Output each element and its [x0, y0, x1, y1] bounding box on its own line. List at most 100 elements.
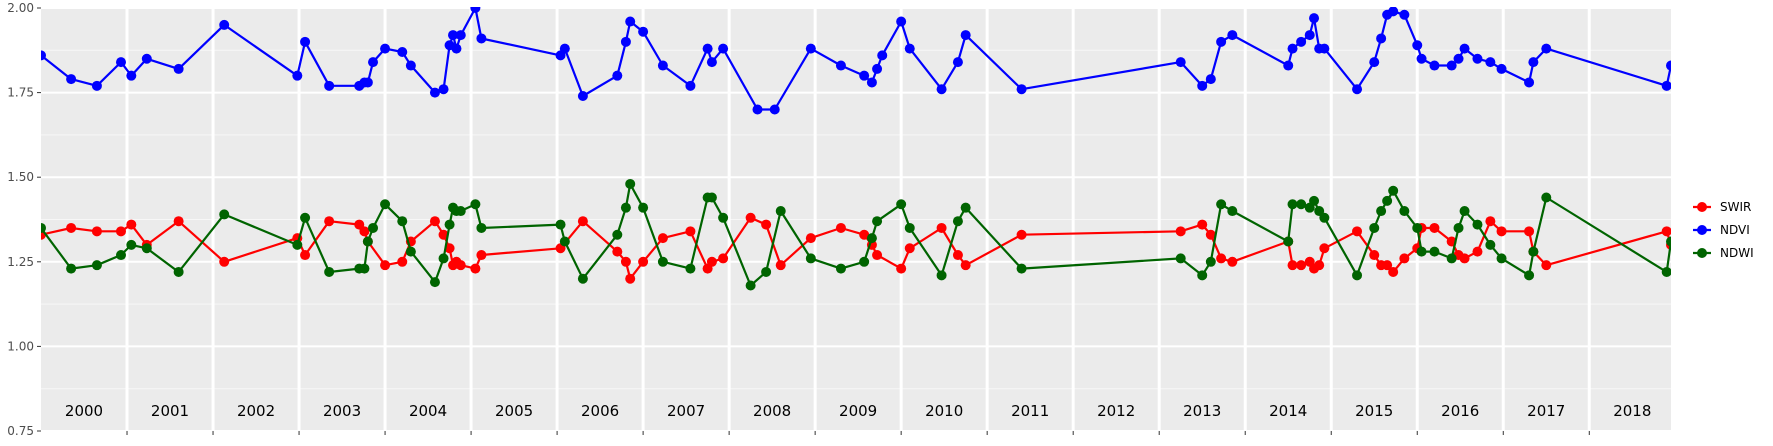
data-point-ndwi	[1412, 222, 1423, 233]
data-point-ndvi	[115, 57, 126, 68]
data-point-ndwi	[706, 192, 717, 203]
data-point-ndvi	[1227, 30, 1238, 41]
data-point-ndvi	[1352, 84, 1363, 95]
data-point-swir	[429, 216, 440, 227]
data-point-ndwi	[1399, 206, 1410, 217]
data-point-swir	[1016, 229, 1027, 240]
data-point-swir	[1399, 253, 1410, 264]
data-point-ndwi	[141, 243, 152, 254]
data-point-ndvi	[448, 30, 459, 41]
legend-key-point-swir	[1697, 202, 1707, 212]
data-point-ndwi	[1528, 246, 1539, 257]
data-point-swir	[936, 222, 947, 233]
data-point-ndvi	[1304, 30, 1315, 41]
data-point-ndwi	[173, 266, 184, 277]
legend-key-point-ndwi	[1697, 248, 1707, 258]
year-label: 2009	[839, 402, 877, 420]
data-point-ndvi	[702, 43, 713, 54]
data-point-ndwi	[896, 199, 907, 210]
data-point-swir	[300, 250, 311, 261]
data-point-swir	[1485, 216, 1496, 227]
data-point-swir	[896, 263, 907, 274]
y-tick-label: 1.00	[7, 339, 34, 353]
data-point-swir	[438, 229, 449, 240]
data-point-ndvi	[706, 57, 717, 68]
legend-label: SWIR	[1720, 200, 1751, 214]
data-point-ndvi	[292, 70, 303, 81]
data-point-ndwi	[1205, 256, 1216, 267]
data-point-ndwi	[1319, 212, 1330, 223]
data-point-ndvi	[141, 53, 152, 64]
data-point-swir	[657, 233, 668, 244]
year-label: 2001	[151, 402, 189, 420]
data-point-ndvi	[1287, 43, 1298, 54]
data-point-ndwi	[91, 260, 102, 271]
data-point-ndvi	[1485, 57, 1496, 68]
data-point-ndwi	[960, 202, 971, 213]
data-point-ndwi	[685, 263, 696, 274]
data-point-ndvi	[1016, 84, 1027, 95]
data-point-ndvi	[470, 7, 481, 13]
data-point-ndwi	[1388, 185, 1399, 196]
data-point-ndvi	[41, 50, 46, 61]
data-point-swir	[476, 250, 487, 261]
data-point-ndwi	[555, 219, 566, 230]
data-point-ndvi	[769, 104, 780, 115]
data-point-swir	[444, 243, 455, 254]
data-point-ndvi	[718, 43, 729, 54]
year-label: 2016	[1441, 402, 1479, 420]
data-point-ndwi	[429, 277, 440, 288]
data-point-swir	[706, 256, 717, 267]
year-label: 2005	[495, 402, 533, 420]
data-point-swir	[1472, 246, 1483, 257]
data-point-ndvi	[219, 19, 230, 30]
data-point-swir	[1216, 253, 1227, 264]
data-point-ndwi	[1287, 199, 1298, 210]
year-label: 2006	[581, 402, 619, 420]
data-point-swir	[380, 260, 391, 271]
data-point-ndvi	[1175, 57, 1186, 68]
data-point-ndvi	[859, 70, 870, 81]
data-point-ndwi	[805, 253, 816, 264]
data-point-ndvi	[952, 57, 963, 68]
data-point-swir	[1352, 226, 1363, 237]
data-point-ndvi	[1369, 57, 1380, 68]
data-point-swir	[1369, 250, 1380, 261]
data-point-swir	[960, 260, 971, 271]
y-tick-label: 1.25	[7, 255, 34, 269]
year-label: 2015	[1355, 402, 1393, 420]
data-point-ndwi	[1485, 239, 1496, 250]
data-point-ndwi	[1666, 236, 1671, 247]
data-point-swir	[115, 226, 126, 237]
year-label: 2007	[667, 402, 705, 420]
data-point-ndwi	[1369, 222, 1380, 233]
data-point-swir	[859, 229, 870, 240]
data-point-ndwi	[66, 263, 77, 274]
data-point-ndwi	[1283, 236, 1294, 247]
data-point-ndvi	[1496, 63, 1507, 74]
data-point-ndwi	[1309, 195, 1320, 206]
data-point-ndwi	[718, 212, 729, 223]
data-point-swir	[1175, 226, 1186, 237]
data-point-swir	[1319, 243, 1330, 254]
data-point-swir	[805, 233, 816, 244]
data-point-ndvi	[429, 87, 440, 98]
year-label: 2004	[409, 402, 447, 420]
data-point-ndwi	[470, 199, 481, 210]
data-point-ndwi	[219, 209, 230, 220]
data-point-ndwi	[1376, 206, 1387, 217]
data-point-ndvi	[904, 43, 915, 54]
data-point-ndwi	[1459, 206, 1470, 217]
data-point-ndvi	[300, 36, 311, 47]
data-point-ndwi	[1175, 253, 1186, 264]
data-point-ndwi	[577, 273, 588, 284]
data-point-ndvi	[1453, 53, 1464, 64]
data-point-ndvi	[380, 43, 391, 54]
data-point-swir	[1429, 222, 1440, 233]
data-point-ndwi	[292, 239, 303, 250]
data-point-ndvi	[620, 36, 631, 47]
data-point-ndvi	[1528, 57, 1539, 68]
year-label: 2000	[65, 402, 103, 420]
